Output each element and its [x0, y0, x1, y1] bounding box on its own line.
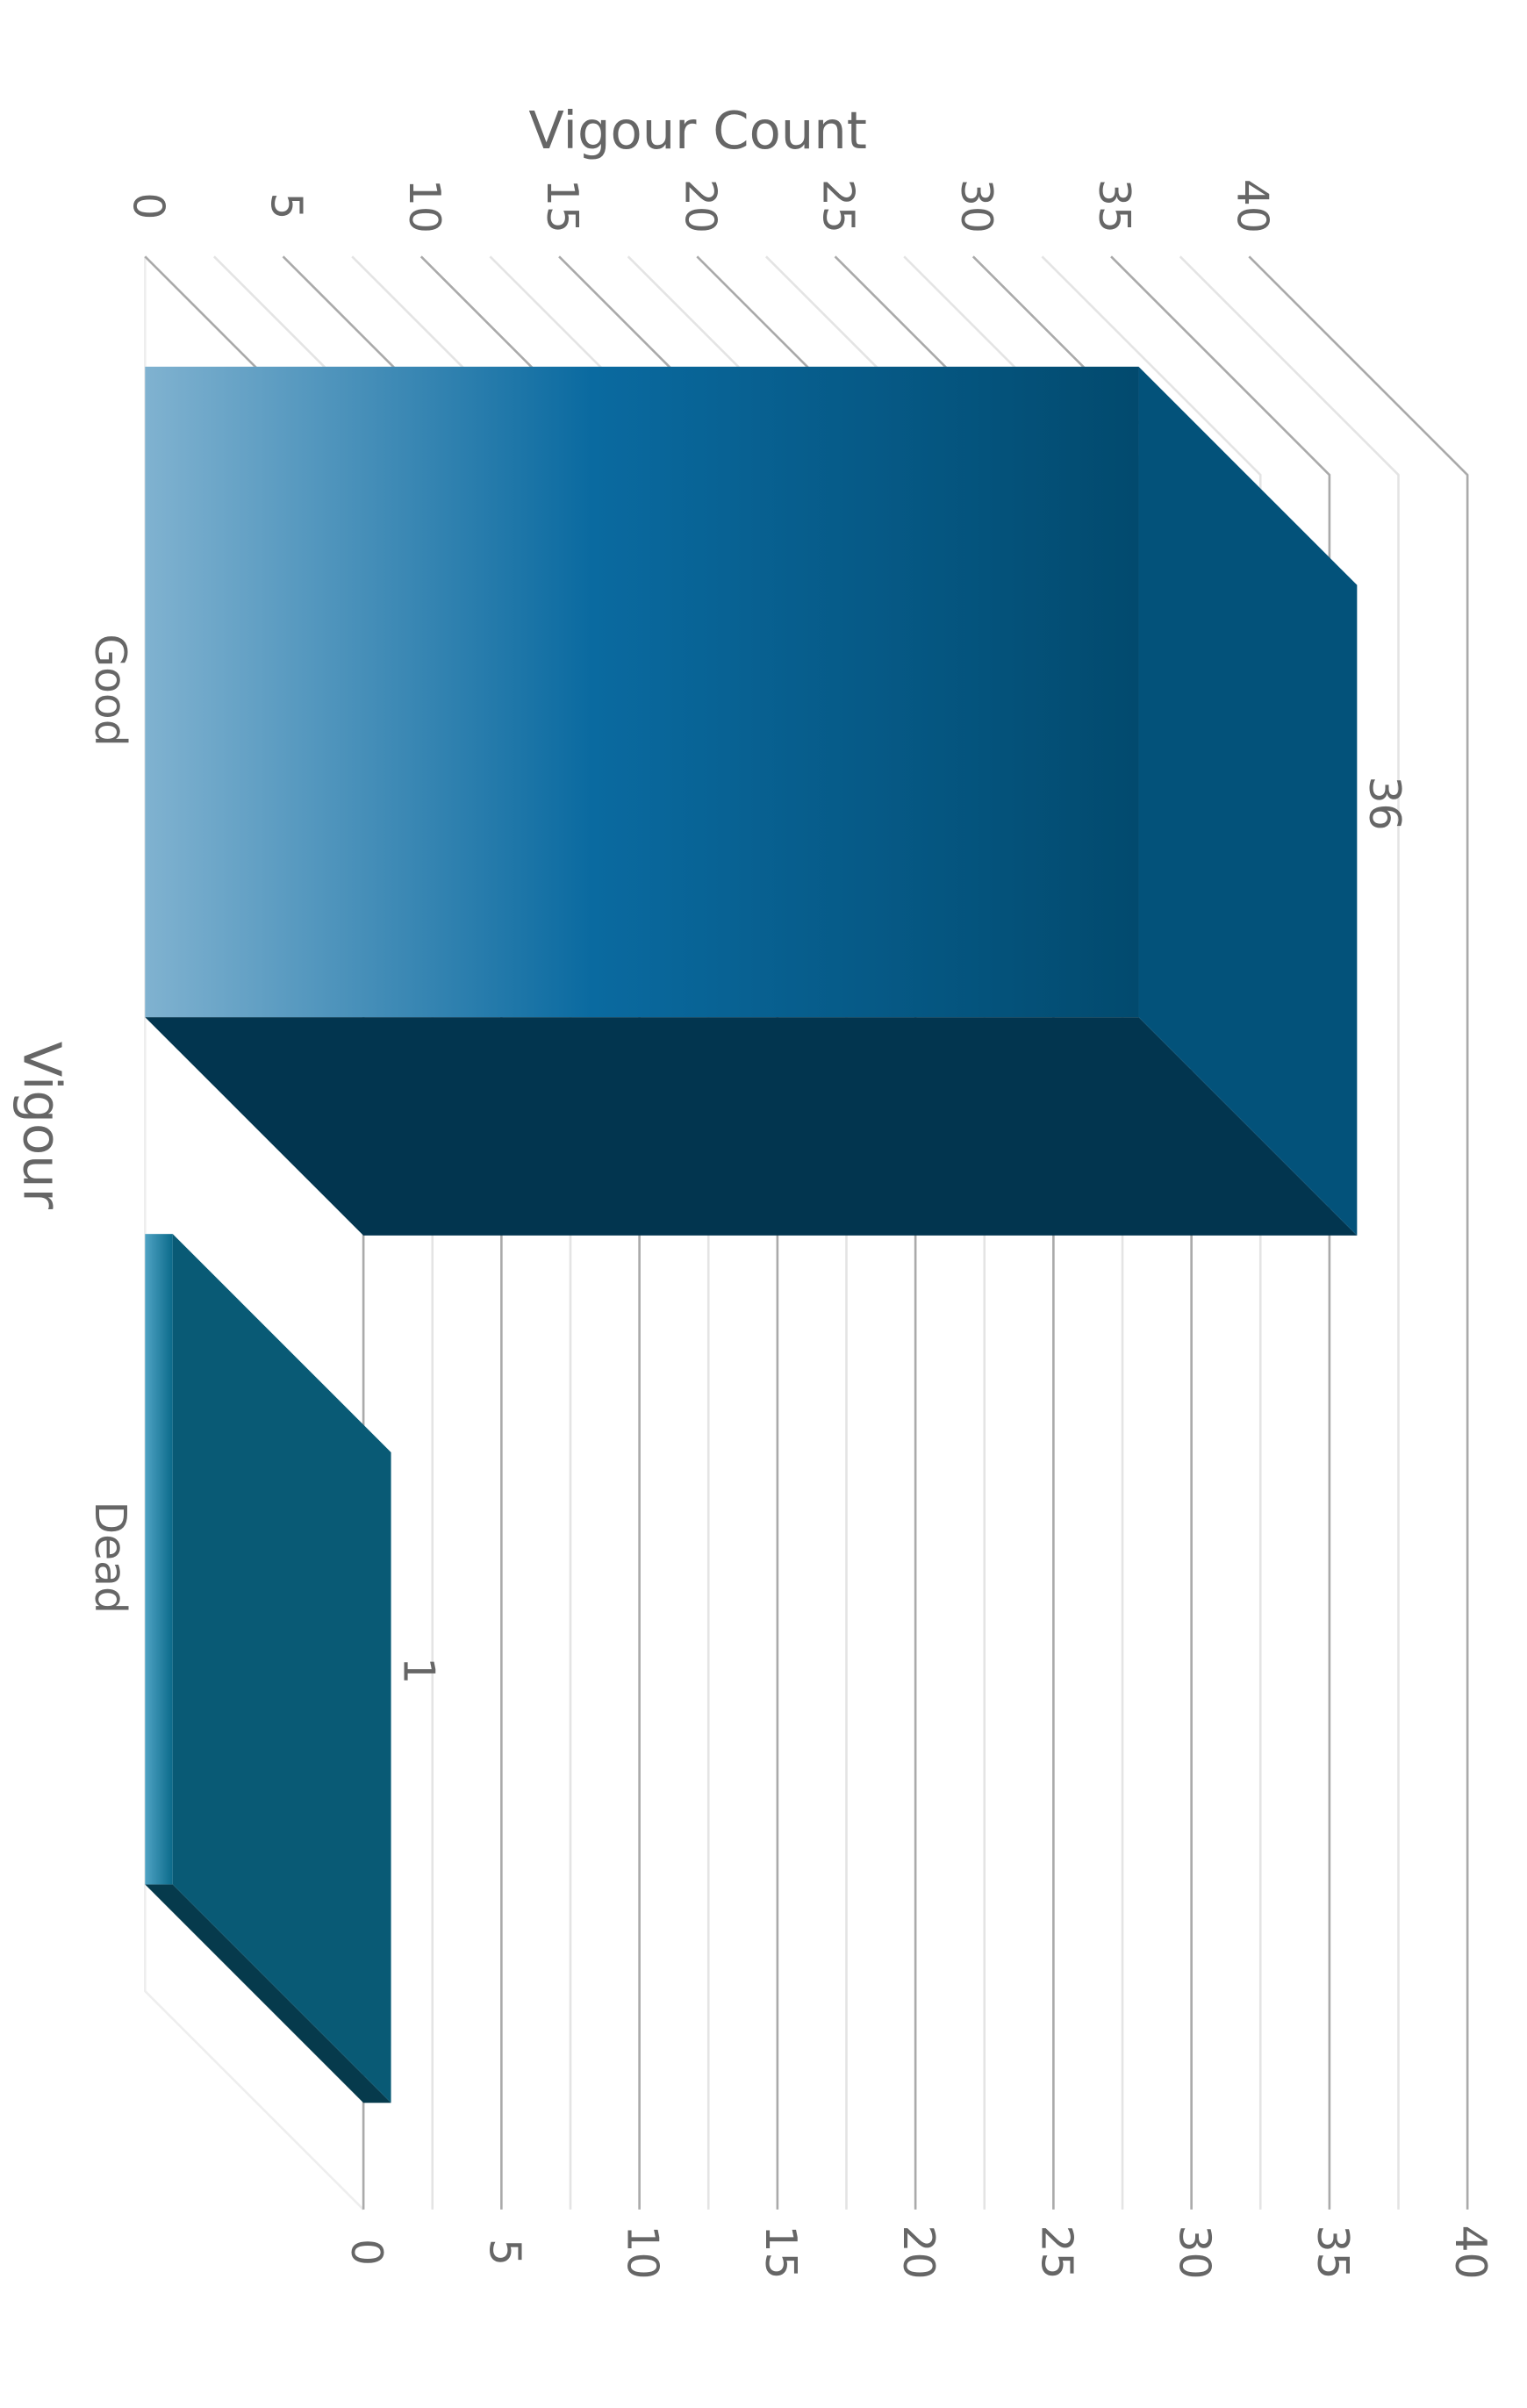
y-tick-label-top: 40 [1227, 179, 1276, 233]
minor-grid-line [1179, 255, 1400, 2210]
y-tick-label-bottom: 35 [1308, 2225, 1357, 2280]
bar-side [145, 1884, 391, 2103]
x-tick-label: Good [85, 634, 134, 746]
bar-top [172, 1234, 391, 2103]
y-tick-label-top: 30 [951, 179, 1000, 233]
y-tick-label-bottom: 20 [893, 2225, 943, 2280]
bar-side [145, 1017, 1358, 1236]
bar [145, 366, 1139, 1018]
grid-line [1248, 255, 1469, 2210]
value-label: 36 [1359, 776, 1409, 830]
minor-grid-line [1041, 255, 1262, 2210]
y-tick-label-bottom: 15 [756, 2225, 805, 2280]
x-axis-title: Vigour [11, 1042, 72, 1210]
bar [145, 1234, 173, 1885]
y-tick-label-top: 5 [262, 192, 311, 219]
grid-line [1110, 255, 1331, 2210]
y-tick-label-top: 0 [123, 192, 172, 219]
x-tick-label: Dead [85, 1501, 134, 1614]
bar-top [1138, 366, 1358, 1236]
y-tick-label-top: 25 [814, 179, 863, 233]
y-tick-label-bottom: 30 [1170, 2225, 1219, 2280]
y-tick-label-top: 20 [675, 179, 724, 233]
value-label: 1 [393, 1657, 442, 1684]
y-tick-label-top: 35 [1089, 179, 1138, 233]
y-tick-label-bottom: 40 [1445, 2225, 1495, 2280]
y-tick-label-bottom: 0 [341, 2239, 391, 2266]
y-tick-label-top: 10 [399, 179, 448, 233]
y-tick-label-bottom: 10 [618, 2225, 667, 2280]
chart-title: Vigour Count [528, 100, 867, 161]
y-tick-label-bottom: 5 [479, 2239, 528, 2266]
y-tick-label-bottom: 25 [1031, 2225, 1080, 2280]
y-tick-label-top: 15 [537, 179, 586, 233]
